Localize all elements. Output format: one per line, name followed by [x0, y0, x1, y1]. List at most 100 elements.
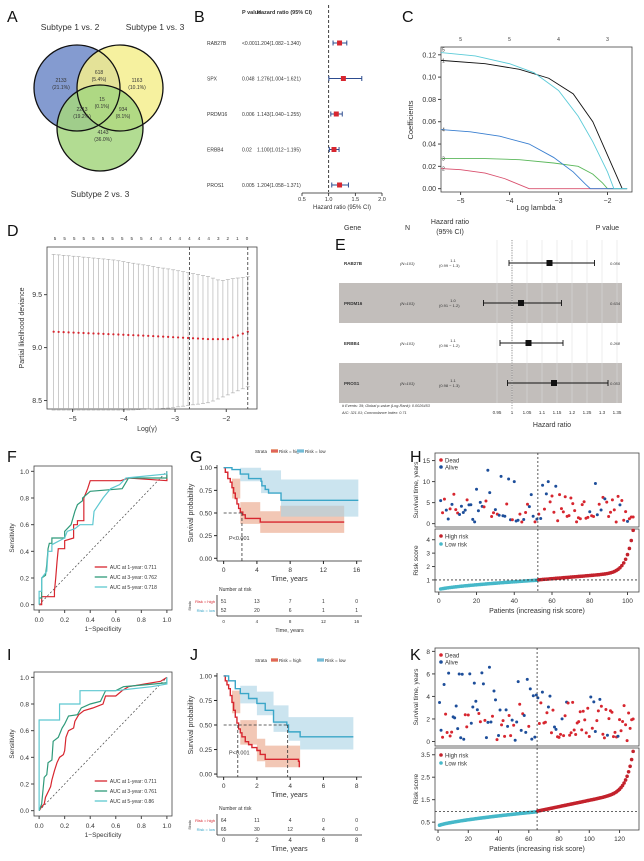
hr-point [333, 111, 339, 117]
top-tick-label: 5 [73, 236, 76, 241]
survival-point [597, 502, 601, 506]
survival-point [549, 731, 553, 735]
row-n: (N=103) [400, 301, 415, 306]
survival-point [566, 701, 570, 705]
mean-point [196, 337, 200, 340]
survival-point [560, 717, 564, 721]
survival-point [530, 737, 534, 741]
survival-point [466, 713, 470, 717]
y-tick-label: 8 [426, 649, 430, 656]
survival-point [499, 474, 503, 478]
mean-point [97, 332, 100, 335]
y-tick-label: 0.0 [20, 808, 29, 815]
survival-point [475, 708, 479, 712]
survival-point [529, 493, 533, 497]
survival-point [603, 497, 607, 501]
survival-point [580, 503, 584, 507]
x-tick-label: 1.0 [325, 197, 333, 203]
row-hr: 1.204(1.058−1.371) [257, 183, 301, 189]
row-gene: RAB27B [344, 261, 363, 266]
x-tick-label: 0 [222, 783, 226, 790]
survival-point [456, 727, 460, 731]
survival-point [516, 518, 520, 522]
venn-region-pct: (36.0%) [94, 137, 112, 143]
survival-point [506, 724, 510, 728]
col-header: Gene [344, 225, 361, 232]
survival-point [472, 681, 476, 685]
x-tick-label: 1.3 [599, 410, 606, 415]
panel-label-d: D [7, 223, 19, 240]
col-header: Hazard ratio [431, 219, 469, 226]
survival-point [450, 502, 454, 506]
x-axis-label: Patients (increasing risk score) [489, 846, 585, 853]
mean-point [142, 334, 145, 337]
survival-point [624, 510, 628, 514]
coef-path-label: 4 [442, 128, 445, 134]
survival-point [590, 726, 594, 730]
diagonal-line [38, 471, 168, 605]
survival-point [444, 508, 448, 512]
survival-point [442, 497, 446, 501]
risk-table-cell: 0 [322, 818, 325, 824]
mean-point [72, 331, 75, 334]
mean-point [152, 334, 155, 338]
survival-point [484, 499, 488, 503]
hr-point [337, 182, 343, 188]
hr-point [551, 380, 557, 386]
survival-point [519, 728, 523, 732]
survival-point [446, 517, 450, 521]
mean-point [206, 337, 210, 341]
mean-point [172, 336, 175, 339]
survival-point [578, 710, 582, 714]
top-tick-label: 5 [121, 236, 124, 241]
y-tick-label: 1.00 [199, 465, 212, 472]
risk-score-point [621, 561, 626, 565]
y-axis-label: Survival time, years [413, 668, 420, 725]
survival-point [626, 519, 630, 523]
row-pvalue: 0.006 [242, 112, 255, 118]
row-ci: (0.98 − 1.3) [439, 383, 460, 388]
survival-point [618, 503, 622, 507]
y-tick-label: 1.0 [20, 675, 29, 682]
plot-frame [33, 671, 173, 817]
mean-point [52, 330, 55, 333]
survival-point [507, 477, 511, 481]
survival-point [460, 672, 464, 676]
y-tick-label: 1.00 [199, 673, 212, 680]
survival-point [551, 708, 555, 712]
risk-table-x-tick: 16 [354, 619, 360, 624]
row-hr: 1.1 [450, 378, 456, 383]
survival-point [562, 734, 566, 738]
survival-point [448, 507, 452, 511]
risk-table-x-label: Time, years [275, 628, 304, 634]
top-tick-label: 5 [508, 37, 511, 43]
p-value: P<0.001 [229, 750, 250, 756]
risk-table-x-tick: 8 [289, 619, 292, 624]
survival-point [558, 493, 562, 497]
y-tick-label: 0.5 [421, 820, 430, 827]
survival-point [561, 510, 565, 514]
survival-point [454, 704, 458, 708]
survival-point [457, 672, 461, 676]
coef-path [440, 52, 628, 190]
risk-table-x-tick: 0 [222, 619, 225, 624]
survival-point [471, 705, 475, 709]
survival-point [610, 710, 614, 714]
x-tick-label: 0 [437, 598, 441, 605]
panel-label-e: E [335, 237, 346, 254]
venn-region-pct: (5.4%) [92, 77, 107, 83]
survival-point [493, 508, 497, 512]
row-pvalue: 0.268 [610, 341, 621, 346]
x-tick-label: 20 [473, 598, 481, 605]
top-tick-label: 5 [111, 236, 114, 241]
x-tick-label: 16 [353, 567, 361, 574]
survival-point [537, 722, 541, 726]
survival-point [459, 736, 463, 740]
venn-set-label: Subtype 2 vs. 3 [71, 189, 130, 199]
survival-point [607, 717, 611, 721]
y-tick-label: 0.8 [20, 496, 29, 503]
survival-point [504, 708, 508, 712]
survival-point [525, 502, 529, 506]
y-tick-label: 0.00 [199, 772, 212, 779]
mean-point [132, 334, 135, 337]
